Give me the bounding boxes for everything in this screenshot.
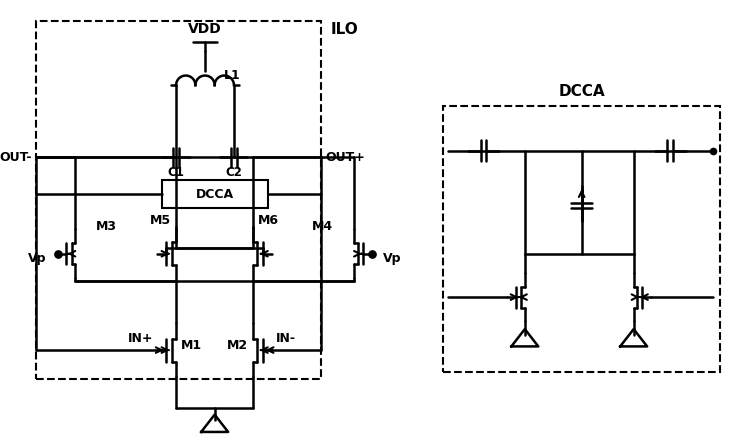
Text: VDD: VDD [188,22,222,36]
Text: IN+: IN+ [128,332,153,345]
Text: C2: C2 [226,166,242,179]
Text: M3: M3 [96,220,118,233]
Text: OUT-: OUT- [0,151,31,164]
Text: M5: M5 [150,213,172,227]
Bar [443,107,721,372]
Text: Vp: Vp [28,252,46,265]
Text: M6: M6 [258,213,279,227]
Text: L1: L1 [224,69,241,82]
Bar [161,179,268,209]
Text: ILO: ILO [330,22,358,37]
Text: DCCA: DCCA [558,84,605,99]
Text: OUT+: OUT+ [326,151,365,164]
Text: M1: M1 [181,339,202,352]
Text: IN-: IN- [277,332,296,345]
Text: M2: M2 [227,339,248,352]
Bar [36,21,320,379]
Text: M4: M4 [312,220,333,233]
Text: Vp: Vp [383,252,402,265]
Text: DCCA: DCCA [196,187,234,201]
Text: C1: C1 [168,166,185,179]
